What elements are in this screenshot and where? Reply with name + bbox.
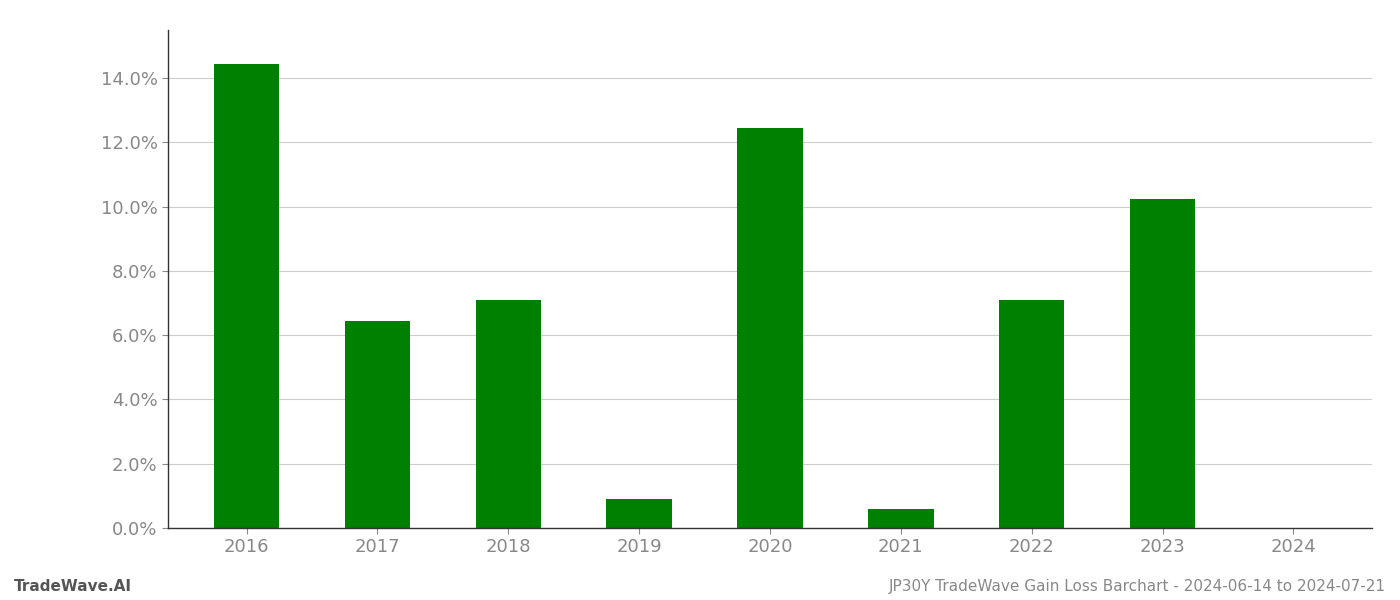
Text: JP30Y TradeWave Gain Loss Barchart - 2024-06-14 to 2024-07-21: JP30Y TradeWave Gain Loss Barchart - 202… [889,579,1386,594]
Bar [868,509,934,528]
Bar [214,64,279,528]
Bar [738,128,802,528]
Bar [1130,199,1196,528]
Bar [344,321,410,528]
Bar [606,499,672,528]
Bar [476,300,540,528]
Bar [1000,300,1064,528]
Text: TradeWave.AI: TradeWave.AI [14,579,132,594]
